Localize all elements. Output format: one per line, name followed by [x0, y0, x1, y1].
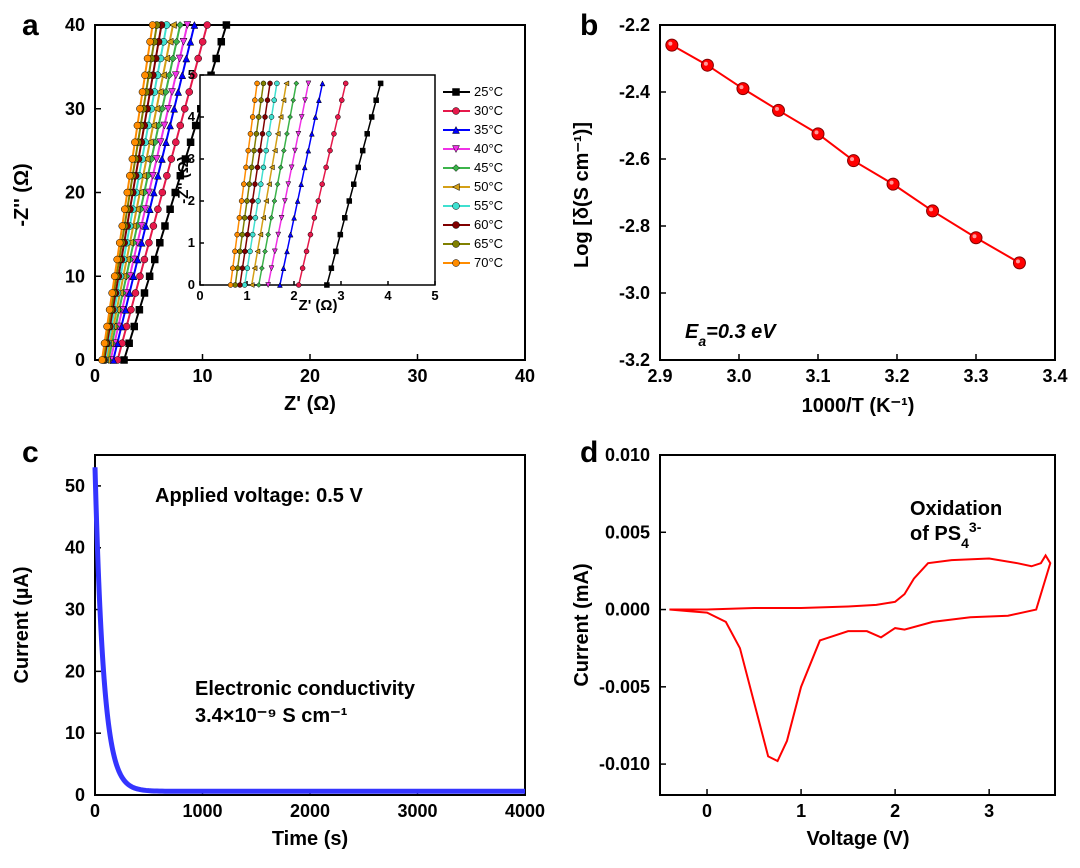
- svg-text:20: 20: [300, 366, 320, 386]
- svg-text:1: 1: [796, 801, 806, 821]
- panel-c-anno-2: Electronic conductivity: [195, 678, 416, 700]
- svg-text:0: 0: [90, 366, 100, 386]
- svg-text:20: 20: [65, 661, 85, 681]
- svg-text:40°C: 40°C: [474, 141, 503, 156]
- panel-c-ylabel: Current (µA): [11, 566, 33, 683]
- svg-text:0: 0: [702, 801, 712, 821]
- svg-text:-3.0: -3.0: [619, 283, 650, 303]
- panel-d-ylabel: Current (mA): [571, 563, 593, 686]
- panel-d-label: d: [580, 436, 598, 469]
- panel-a: a 010203040010203040 Z' (Ω) -Z'' (Ω) 012…: [0, 0, 560, 430]
- panel-b-label: b: [580, 9, 598, 42]
- panel-c-series: [95, 467, 525, 791]
- svg-text:0.010: 0.010: [605, 445, 650, 465]
- svg-text:35°C: 35°C: [474, 122, 503, 137]
- panel-c-label: c: [22, 436, 39, 469]
- svg-text:3.0: 3.0: [726, 366, 751, 386]
- svg-text:-0.010: -0.010: [599, 754, 650, 774]
- panel-c-anno-1: Applied voltage: 0.5 V: [155, 485, 363, 507]
- svg-text:65°C: 65°C: [474, 236, 503, 251]
- svg-text:1000: 1000: [182, 801, 222, 821]
- svg-text:4000: 4000: [505, 801, 545, 821]
- inset-ylabel: -Z'' (Ω): [175, 156, 192, 203]
- svg-text:50°C: 50°C: [474, 179, 503, 194]
- inset-xlabel: Z' (Ω): [299, 297, 338, 314]
- svg-text:1: 1: [243, 288, 250, 303]
- svg-text:0: 0: [196, 288, 203, 303]
- svg-text:-2.6: -2.6: [619, 149, 650, 169]
- panel-a-inset: 012345012345 Z' (Ω) -Z'' (Ω) 25°C30°C35°…: [175, 67, 523, 314]
- svg-text:30°C: 30°C: [474, 103, 503, 118]
- panel-c-xlabel: Time (s): [272, 828, 348, 850]
- svg-text:10: 10: [192, 366, 212, 386]
- svg-text:0.005: 0.005: [605, 522, 650, 542]
- svg-text:30: 30: [65, 600, 85, 620]
- panel-c: c 0100020003000400001020304050 Time (s) …: [0, 430, 560, 868]
- panel-b-annotation: Ea=0.3 eV: [685, 321, 777, 349]
- svg-text:1: 1: [188, 235, 195, 250]
- svg-text:30: 30: [407, 366, 427, 386]
- svg-text:0: 0: [75, 350, 85, 370]
- svg-text:0: 0: [188, 277, 195, 292]
- panel-c-anno-3: 3.4×10⁻⁹ S cm⁻¹: [195, 705, 348, 727]
- svg-text:10: 10: [65, 266, 85, 286]
- panel-a-ylabel: -Z'' (Ω): [11, 163, 33, 226]
- panel-a-label: a: [22, 9, 39, 42]
- panel-b: b 2.9 3.0 3.1 3.2 3.3 3.4 -3.2 -3.0 -2.8 -2.6 -2.4…: [560, 0, 1080, 430]
- svg-text:5: 5: [188, 67, 195, 82]
- svg-text:4: 4: [384, 288, 392, 303]
- svg-text:0.000: 0.000: [605, 600, 650, 620]
- svg-text:20: 20: [65, 183, 85, 203]
- panel-b-ylabel: Log [δ(S cm⁻¹)]: [571, 122, 593, 268]
- svg-text:60°C: 60°C: [474, 217, 503, 232]
- figure-grid: a 010203040010203040 Z' (Ω) -Z'' (Ω) 012…: [0, 0, 1080, 868]
- svg-text:3: 3: [337, 288, 344, 303]
- svg-text:3.4: 3.4: [1042, 366, 1067, 386]
- svg-text:40: 40: [65, 15, 85, 35]
- svg-text:25°C: 25°C: [474, 84, 503, 99]
- svg-text:2: 2: [890, 801, 900, 821]
- svg-text:2000: 2000: [290, 801, 330, 821]
- svg-text:0: 0: [75, 785, 85, 805]
- svg-text:2.9: 2.9: [647, 366, 672, 386]
- svg-text:-3.2: -3.2: [619, 350, 650, 370]
- svg-text:50: 50: [65, 476, 85, 496]
- svg-text:3.1: 3.1: [805, 366, 830, 386]
- panel-d-xlabel: Voltage (V): [807, 828, 910, 850]
- panel-d-anno-1: Oxidation: [910, 498, 1002, 520]
- svg-text:-0.005: -0.005: [599, 677, 650, 697]
- svg-text:45°C: 45°C: [474, 160, 503, 175]
- panel-d-anno-2: of PS43-: [910, 519, 982, 551]
- svg-text:3.2: 3.2: [884, 366, 909, 386]
- svg-text:-2.2: -2.2: [619, 15, 650, 35]
- svg-text:55°C: 55°C: [474, 198, 503, 213]
- svg-text:30: 30: [65, 99, 85, 119]
- svg-text:2: 2: [290, 288, 297, 303]
- panel-d-series: [669, 555, 1050, 761]
- svg-text:3.3: 3.3: [963, 366, 988, 386]
- svg-text:4: 4: [188, 109, 196, 124]
- panel-b-xlabel: 1000/T (K⁻¹): [802, 395, 915, 417]
- panel-c-ticks: 0 1000 2000 3000 4000 0 10 20 30 40 50: [65, 476, 545, 821]
- svg-text:3000: 3000: [397, 801, 437, 821]
- svg-text:40: 40: [65, 538, 85, 558]
- svg-text:70°C: 70°C: [474, 255, 503, 270]
- svg-text:0: 0: [90, 801, 100, 821]
- svg-text:-2.4: -2.4: [619, 82, 650, 102]
- panel-d: d 0 1 2 3 -0.010 -0.005 0.000 0.005 0.010 Voltag…: [560, 430, 1080, 868]
- svg-text:3: 3: [984, 801, 994, 821]
- panel-a-legend: 25°C 30°C 35°C 40°C 45°C 50°C 55°C 60°C 65°C 70°C: [438, 80, 523, 280]
- svg-text:-2.8: -2.8: [619, 216, 650, 236]
- panel-b-series: [666, 39, 1026, 269]
- svg-text:5: 5: [431, 288, 438, 303]
- svg-text:10: 10: [65, 723, 85, 743]
- svg-text:40: 40: [515, 366, 535, 386]
- panel-a-xlabel: Z' (Ω): [284, 393, 336, 415]
